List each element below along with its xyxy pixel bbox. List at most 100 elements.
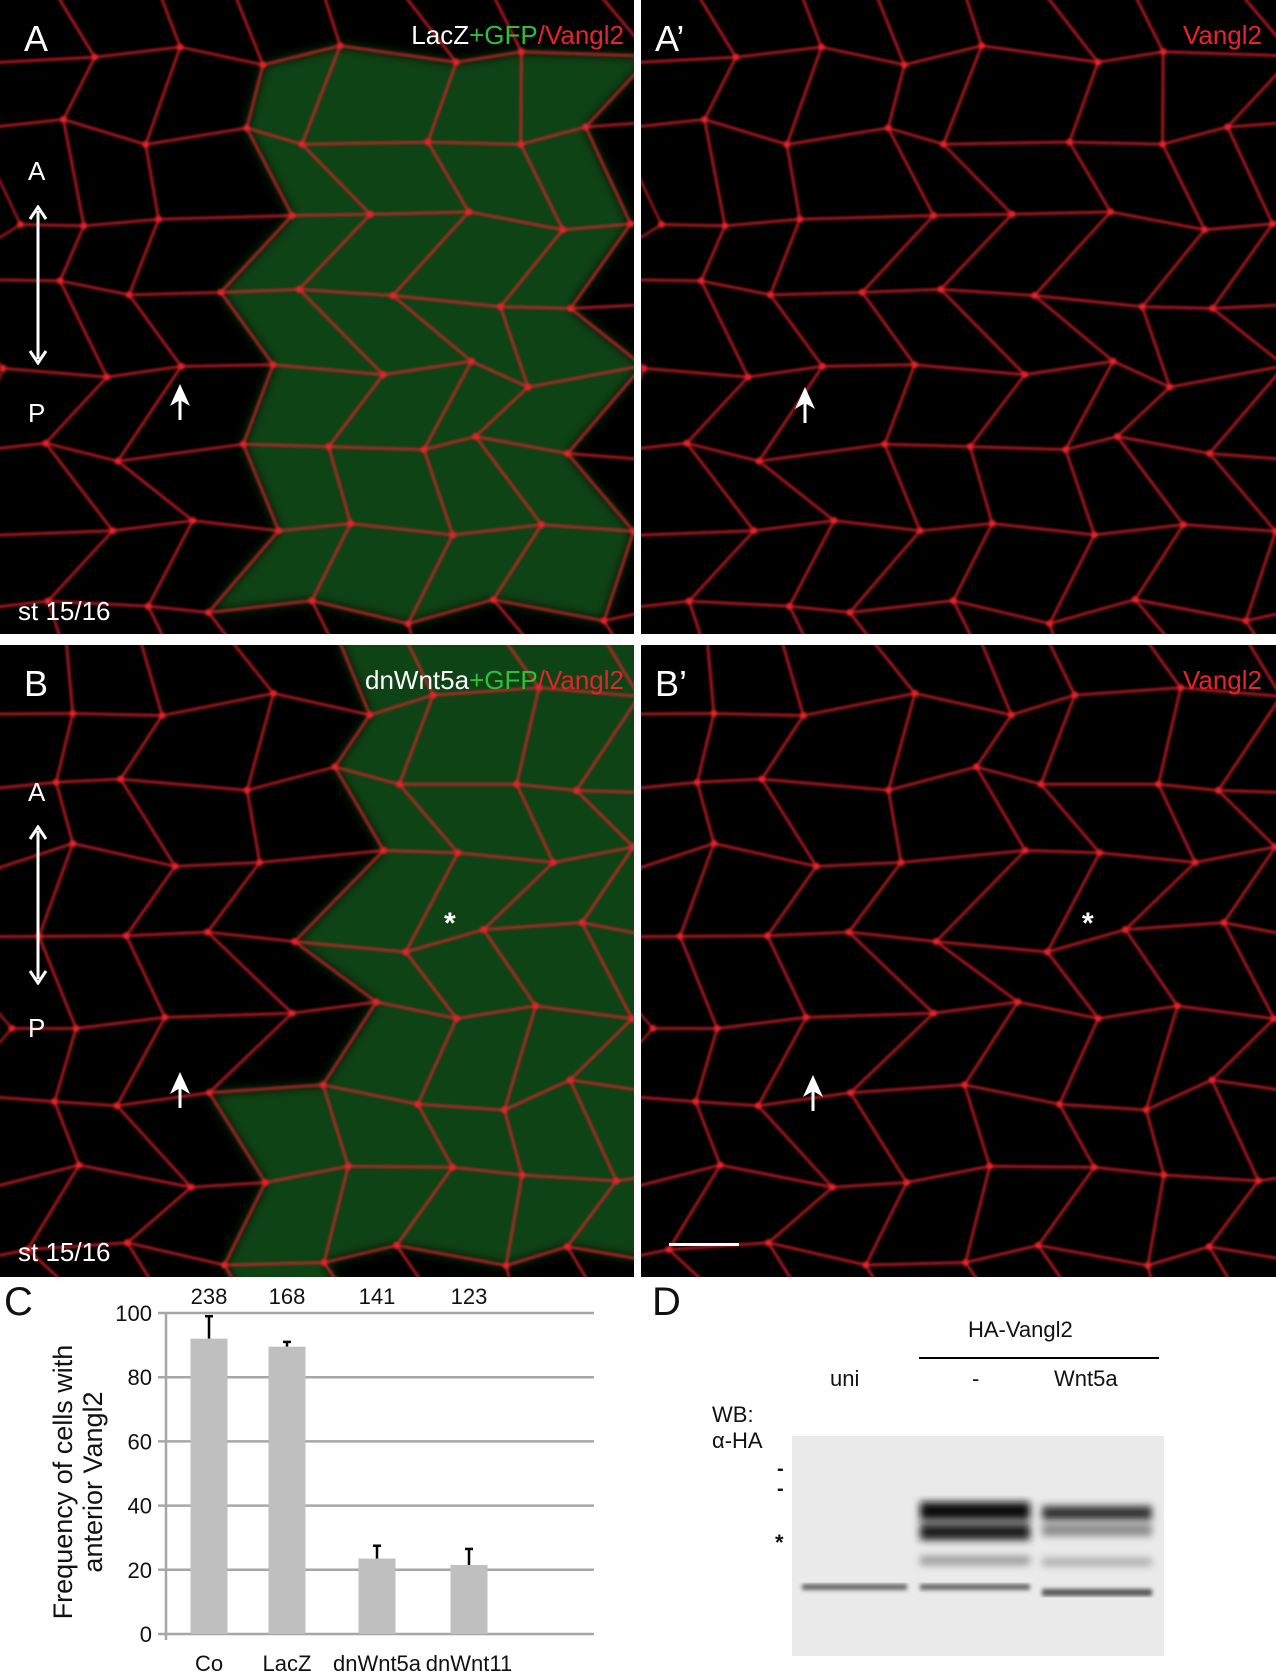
vangl2-puncta xyxy=(701,115,709,123)
vangl2-puncta xyxy=(155,215,163,223)
title-gfp: +GFP xyxy=(469,665,538,695)
vangl2-puncta xyxy=(220,1261,228,1269)
vangl2-puncta xyxy=(395,780,403,788)
vangl2-puncta xyxy=(1160,1171,1168,1179)
vangl2-puncta xyxy=(320,1259,328,1267)
blot-band xyxy=(1042,1524,1152,1536)
vangl2-puncta xyxy=(517,140,525,148)
vangl2-puncta xyxy=(744,373,752,381)
vangl2-puncta xyxy=(1055,1100,1063,1108)
vangl2-puncta xyxy=(1205,1243,1213,1251)
vangl2-puncta xyxy=(243,786,251,794)
vangl2-puncta xyxy=(830,517,838,525)
cell-membrane xyxy=(706,645,805,717)
vangl2-puncta xyxy=(897,858,905,866)
cell-membrane xyxy=(1248,645,1276,691)
vangl2-puncta xyxy=(532,1002,540,1010)
cell-membrane xyxy=(1045,851,1198,954)
vangl2-puncta xyxy=(628,1015,634,1023)
gfp-cell xyxy=(323,1001,457,1105)
cell-membrane xyxy=(864,1164,992,1267)
gfp-cell xyxy=(299,289,472,375)
cell-membrane xyxy=(0,600,61,634)
vangl2-puncta xyxy=(710,840,718,848)
cell-membrane xyxy=(565,452,634,533)
cell-membrane xyxy=(765,861,904,937)
cell-membrane xyxy=(941,141,1113,216)
vangl2-puncta xyxy=(937,285,945,293)
vangl2-puncta xyxy=(24,1246,32,1254)
gfp-cell xyxy=(570,1018,634,1090)
vangl2-puncta xyxy=(885,786,893,794)
panel-title: dnWnt5a+GFP/Vangl2 xyxy=(365,665,624,696)
vangl2-puncta xyxy=(1138,303,1146,311)
gfp-cell xyxy=(294,850,458,953)
gfp-cell xyxy=(220,289,384,375)
y-tick-label: 40 xyxy=(128,1494,152,1519)
scale-bar xyxy=(669,1243,739,1246)
cell-membrane xyxy=(1209,1017,1276,1091)
asterisk-marker: * xyxy=(1082,907,1094,940)
vangl2-puncta xyxy=(986,1162,994,1170)
vangl2-puncta xyxy=(402,948,410,956)
vangl2-puncta xyxy=(243,124,251,132)
vangl2-puncta xyxy=(69,840,77,848)
cell-membrane xyxy=(573,789,634,848)
vangl2-puncta xyxy=(846,609,854,617)
vangl2-puncta xyxy=(900,61,908,69)
cell-membrane xyxy=(65,645,164,717)
y-tick-label: 100 xyxy=(115,1301,152,1326)
gfp-cell xyxy=(294,941,457,1019)
vangl2-puncta xyxy=(319,1081,327,1089)
cell-membrane xyxy=(641,600,702,634)
vangl2-puncta xyxy=(144,602,152,610)
cell-network-image xyxy=(641,645,1276,1277)
stage-label: st 15/16 xyxy=(18,596,111,626)
vangl2-puncta xyxy=(966,443,974,451)
vangl2-puncta xyxy=(518,1171,526,1179)
gfp-cell xyxy=(504,1005,633,1110)
cell-membrane xyxy=(606,645,634,691)
vangl2-puncta xyxy=(1208,1076,1216,1084)
cell-membrane xyxy=(1048,598,1166,634)
vangl2-puncta xyxy=(1201,226,1209,234)
count-label: 141 xyxy=(359,1284,396,1309)
asterisk-marker: * xyxy=(444,907,456,940)
y-axis-label-line1: Frequency of cells with xyxy=(48,1345,78,1620)
cell-membrane xyxy=(703,118,801,227)
cell-membrane xyxy=(1207,452,1276,533)
arrow-icon xyxy=(170,384,190,420)
vangl2-puncta xyxy=(1208,304,1216,312)
vangl2-puncta xyxy=(1224,123,1232,131)
cell-membrane xyxy=(62,118,160,227)
vangl2-puncta xyxy=(59,115,67,123)
vangl2-puncta xyxy=(1107,208,1115,216)
cell-membrane xyxy=(1244,0,1276,37)
vangl2-puncta xyxy=(8,1024,16,1032)
cell-membrane xyxy=(694,1016,809,1107)
western-blot-image xyxy=(792,1436,1164,1656)
vangl2-puncta xyxy=(204,928,212,936)
cell-membrane xyxy=(118,777,261,868)
cell-membrane xyxy=(565,1177,634,1260)
vangl2-puncta xyxy=(269,361,277,369)
vangl2-puncta xyxy=(69,709,77,717)
cell-membrane xyxy=(787,519,923,614)
cell-membrane xyxy=(1216,702,1276,794)
vangl2-puncta xyxy=(884,124,892,132)
vangl2-puncta xyxy=(572,786,580,794)
vangl2-puncta xyxy=(161,1013,169,1021)
gfp-cell xyxy=(516,784,634,863)
vangl2-puncta xyxy=(641,364,648,372)
vangl2-puncta xyxy=(176,43,184,51)
cell-membrane xyxy=(494,0,634,57)
vangl2-puncta xyxy=(158,712,166,720)
vangl2-puncta xyxy=(500,1106,508,1114)
vangl2-puncta xyxy=(716,1161,724,1169)
vangl2-puncta xyxy=(559,226,567,234)
vangl2-puncta xyxy=(347,520,355,528)
cell-membrane xyxy=(1140,305,1276,389)
cell-membrane xyxy=(1048,0,1165,64)
vangl2-puncta xyxy=(51,1098,59,1106)
